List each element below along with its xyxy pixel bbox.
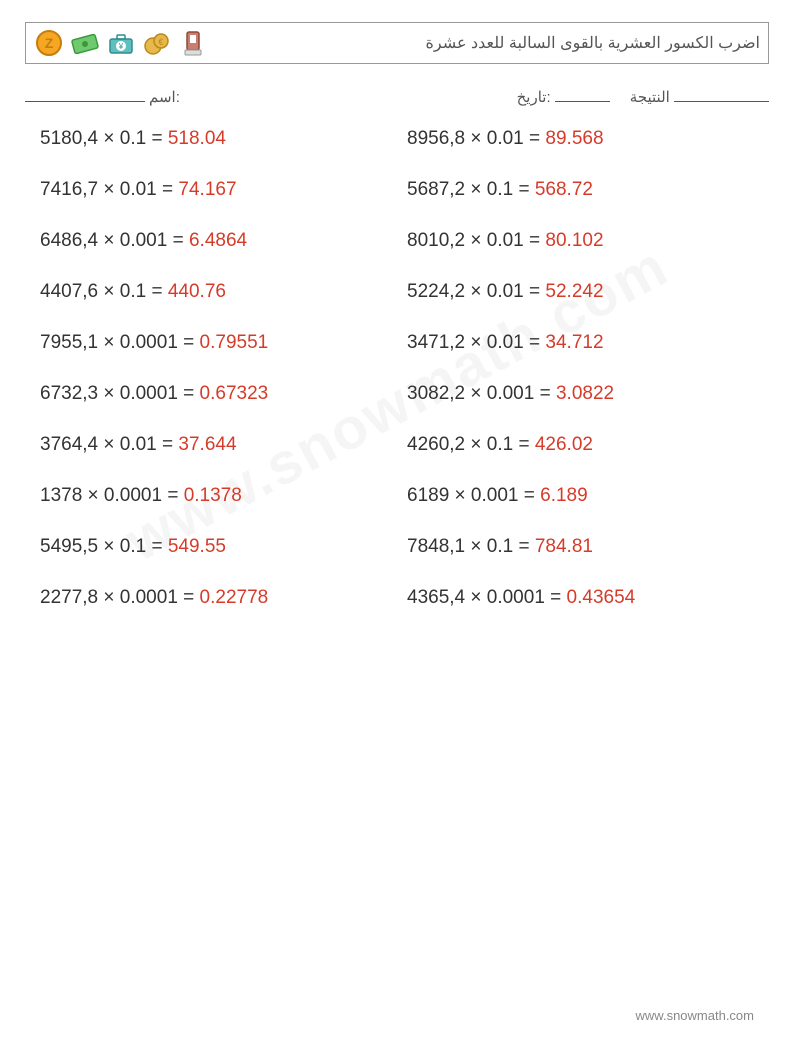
problem-expression: 3082,2 × 0.001 = (407, 383, 556, 404)
problem-expression: 3471,2 × 0.01 = (407, 332, 545, 353)
problem-expression: 6486,4 × 0.001 = (40, 230, 189, 251)
problem-answer: 52.242 (545, 281, 603, 302)
problem-row: 7955,1 × 0.0001 = 0.79551 (40, 332, 387, 354)
problem-expression: 8010,2 × 0.01 = (407, 230, 545, 251)
problem-answer: 37.644 (178, 434, 236, 455)
problem-answer: 0.1378 (184, 485, 242, 506)
euro-coins-icon: € (142, 28, 172, 58)
score-date-group: النتيجة :تاريخ (517, 88, 769, 106)
problem-expression: 7416,7 × 0.01 = (40, 179, 178, 200)
problem-row: 8956,8 × 0.01 = 89.568 (407, 128, 754, 150)
header-box: Z ¥ € اضرب الكسور العشرية بالقوى السالبة ل… (25, 22, 769, 64)
problem-row: 5495,5 × 0.1 = 549.55 (40, 536, 387, 558)
problem-expression: 3764,4 × 0.01 = (40, 434, 178, 455)
problem-answer: 6.4864 (189, 230, 247, 251)
meta-row: :اسم النتيجة :تاريخ (25, 88, 769, 106)
name-label: :اسم (149, 88, 180, 106)
problem-expression: 5224,2 × 0.01 = (407, 281, 545, 302)
problem-expression: 7955,1 × 0.0001 = (40, 332, 200, 353)
name-blank (25, 88, 145, 102)
header-icons: Z ¥ € (34, 28, 208, 58)
problem-answer: 426.02 (535, 434, 593, 455)
score-label: النتيجة (630, 89, 670, 106)
problem-row: 7416,7 × 0.01 = 74.167 (40, 179, 387, 201)
problem-answer: 440.76 (168, 281, 226, 302)
problem-row: 4260,2 × 0.1 = 426.02 (407, 434, 754, 456)
problem-expression: 5180,4 × 0.1 = (40, 128, 168, 149)
problem-row: 8010,2 × 0.01 = 80.102 (407, 230, 754, 252)
problem-row: 6189 × 0.001 = 6.189 (407, 485, 754, 507)
date-label: :تاريخ (517, 89, 551, 106)
problem-row: 6732,3 × 0.0001 = 0.67323 (40, 383, 387, 405)
problem-expression: 5495,5 × 0.1 = (40, 536, 168, 557)
problem-answer: 0.67323 (200, 383, 269, 404)
problem-row: 4407,6 × 0.1 = 440.76 (40, 281, 387, 303)
problem-expression: 7848,1 × 0.1 = (407, 536, 535, 557)
problem-answer: 549.55 (168, 536, 226, 557)
problem-expression: 1378 × 0.0001 = (40, 485, 184, 506)
name-field: :اسم (25, 88, 180, 106)
problem-row: 3471,2 × 0.01 = 34.712 (407, 332, 754, 354)
problem-answer: 74.167 (178, 179, 236, 200)
problem-answer: 0.22778 (200, 587, 269, 608)
svg-text:¥: ¥ (118, 42, 124, 51)
problem-row: 5687,2 × 0.1 = 568.72 (407, 179, 754, 201)
problem-answer: 0.79551 (200, 332, 269, 353)
problem-row: 1378 × 0.0001 = 0.1378 (40, 485, 387, 507)
problem-row: 6486,4 × 0.001 = 6.4864 (40, 230, 387, 252)
problem-row: 7848,1 × 0.1 = 784.81 (407, 536, 754, 558)
problem-expression: 2277,8 × 0.0001 = (40, 587, 200, 608)
problem-answer: 6.189 (540, 485, 588, 506)
problem-expression: 6732,3 × 0.0001 = (40, 383, 200, 404)
problem-row: 5224,2 × 0.01 = 52.242 (407, 281, 754, 303)
coin-z-icon: Z (34, 28, 64, 58)
svg-text:Z: Z (45, 35, 54, 51)
footer-url: www.snowmath.com (636, 1008, 754, 1023)
problem-row: 3082,2 × 0.001 = 3.0822 (407, 383, 754, 405)
problem-answer: 0.43654 (567, 587, 636, 608)
date-group: :تاريخ (517, 88, 610, 106)
problem-row: 2277,8 × 0.0001 = 0.22778 (40, 587, 387, 609)
problem-answer: 568.72 (535, 179, 593, 200)
problem-row: 4365,4 × 0.0001 = 0.43654 (407, 587, 754, 609)
problem-expression: 4365,4 × 0.0001 = (407, 587, 567, 608)
briefcase-yen-icon: ¥ (106, 28, 136, 58)
problem-answer: 784.81 (535, 536, 593, 557)
problem-answer: 34.712 (545, 332, 603, 353)
date-blank (555, 88, 610, 102)
problem-expression: 5687,2 × 0.1 = (407, 179, 535, 200)
problem-expression: 8956,8 × 0.01 = (407, 128, 545, 149)
problem-row: 5180,4 × 0.1 = 518.04 (40, 128, 387, 150)
worksheet-title: اضرب الكسور العشرية بالقوى السالبة للعدد… (426, 33, 760, 53)
problem-expression: 4407,6 × 0.1 = (40, 281, 168, 302)
problem-answer: 518.04 (168, 128, 226, 149)
card-reader-icon (178, 28, 208, 58)
score-blank (674, 88, 769, 102)
problem-expression: 4260,2 × 0.1 = (407, 434, 535, 455)
svg-text:€: € (158, 37, 163, 47)
problem-answer: 3.0822 (556, 383, 614, 404)
problem-answer: 80.102 (545, 230, 603, 251)
score-group: النتيجة (630, 88, 769, 106)
problem-row: 3764,4 × 0.01 = 37.644 (40, 434, 387, 456)
problems-grid: 5180,4 × 0.1 = 518.04 8956,8 × 0.01 = 89.… (40, 128, 754, 609)
cash-icon (70, 28, 100, 58)
problem-expression: 6189 × 0.001 = (407, 485, 540, 506)
problem-answer: 89.568 (545, 128, 603, 149)
